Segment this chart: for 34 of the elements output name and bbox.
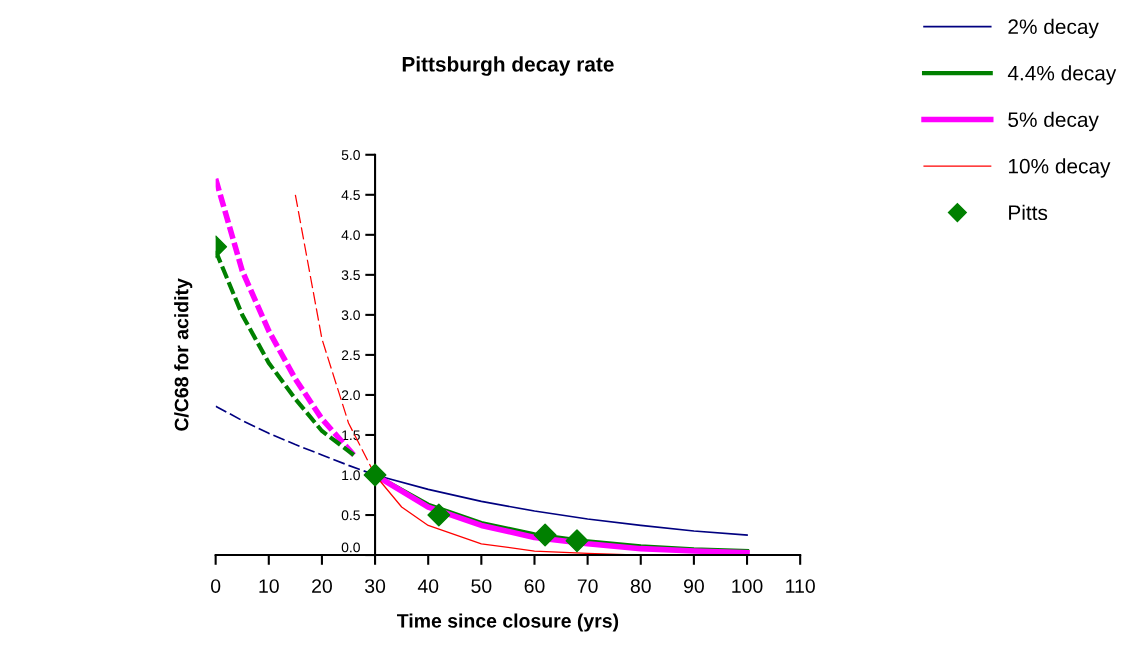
x-tick-label: 90 [684,579,704,593]
x-tick-label: 80 [630,579,651,593]
legend-label: 10% decay [1008,158,1111,178]
y-tick-label: 2.0 [341,390,360,401]
y-tick-label: 4.0 [341,230,360,240]
point [427,503,451,527]
x-axis-title: Time since closure (yrs) [397,613,619,632]
x-tick-label: 50 [471,579,492,593]
x-tick-label: 20 [312,579,332,593]
y-tick-label: 3.0 [341,310,360,321]
x-tick-label: 0 [211,579,221,593]
y-tick-label: 1.0 [342,470,360,481]
chart-title: Pittsburgh decay rate [402,56,614,76]
legend-label: 2% decay [1008,18,1099,39]
y-tick-label: 2.5 [341,350,360,361]
y-tick-label: 4.5 [341,190,360,200]
y-tick-label: 0.5 [341,510,360,521]
legend-label: Pitts [1009,204,1048,221]
y-tick-label: 3.5 [341,270,360,281]
x-tick-label: 40 [417,579,439,593]
x-tick-label: 100 [732,579,763,593]
point [565,529,589,553]
x-tick-label: 30 [364,579,386,593]
x-tick-label: 70 [577,579,598,593]
y-tick-label: 1.5 [342,430,360,441]
point [533,523,557,547]
legend-label: 4.4% decay [1007,65,1117,85]
y-tick-label: 5.0 [341,150,360,160]
y-tick-label: 0.0 [341,542,360,553]
x-tick-label: 110 [786,579,815,593]
x-tick-label: 60 [524,579,545,593]
legend-label: 5% decay [1008,111,1099,132]
x-tick-label: 10 [259,579,279,593]
y-axis-title: C/C68 for acidity [174,278,193,431]
